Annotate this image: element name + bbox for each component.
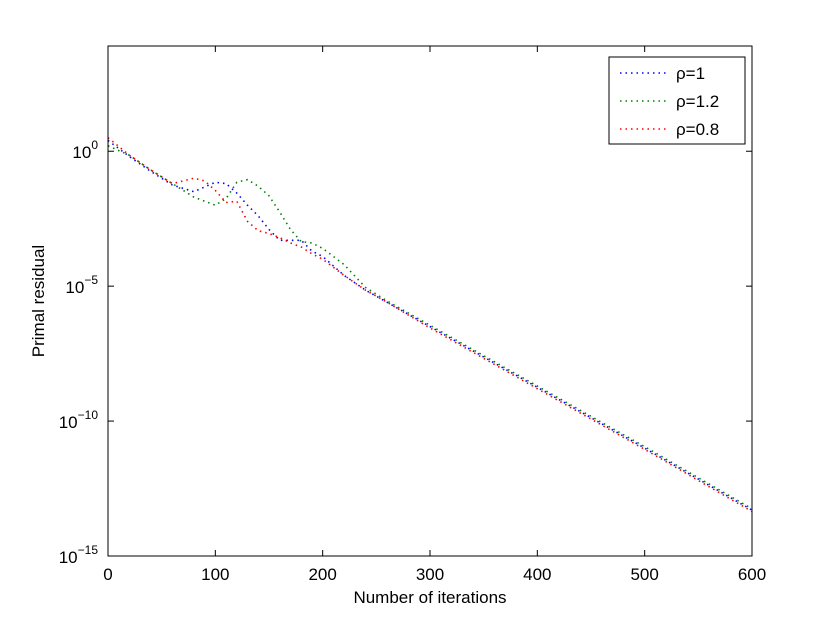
- x-tick-label: 0: [103, 565, 112, 584]
- x-tick-label: 100: [201, 565, 229, 584]
- legend-label: ρ=1.2: [676, 92, 719, 111]
- series-line: [107, 137, 753, 513]
- x-tick-label: 300: [416, 565, 444, 584]
- series-line: [107, 139, 753, 511]
- x-tick-label: 500: [630, 565, 658, 584]
- series-layer: [107, 137, 753, 513]
- y-tick-label: 10−15: [59, 543, 99, 567]
- x-axis-ticks: 0 100 200 300 400 500 600: [103, 46, 766, 584]
- y-axis-label: Primal residual: [29, 245, 48, 357]
- legend: ρ=1 ρ=1.2 ρ=0.8: [608, 56, 746, 145]
- y-tick-label: 100: [72, 138, 98, 162]
- x-tick-label: 600: [738, 565, 766, 584]
- x-axis-label: Number of iterations: [353, 588, 506, 607]
- legend-label: ρ=0.8: [676, 120, 719, 139]
- y-axis-ticks: 100 10−5 10−10 10−15: [59, 138, 752, 567]
- y-tick-label: 10−10: [59, 408, 99, 432]
- x-tick-label: 400: [523, 565, 551, 584]
- y-tick-label: 10−5: [65, 273, 98, 297]
- x-tick-label: 200: [308, 565, 336, 584]
- legend-label: ρ=1: [676, 64, 705, 83]
- series-line: [107, 145, 753, 510]
